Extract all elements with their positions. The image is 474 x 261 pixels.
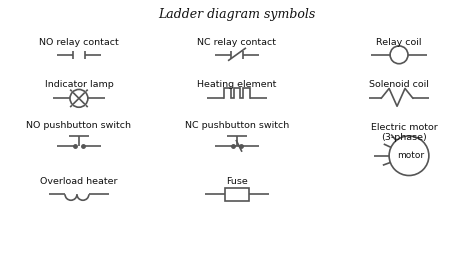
Text: Fuse: Fuse xyxy=(226,177,248,187)
Text: NC relay contact: NC relay contact xyxy=(198,38,276,47)
Text: Heating element: Heating element xyxy=(197,80,277,88)
Text: motor: motor xyxy=(397,151,425,160)
Text: Indicator lamp: Indicator lamp xyxy=(45,80,113,88)
Text: Overload heater: Overload heater xyxy=(40,177,118,187)
Text: NO pushbutton switch: NO pushbutton switch xyxy=(27,121,131,130)
Text: Electric motor
(3-phase): Electric motor (3-phase) xyxy=(371,123,438,143)
Bar xyxy=(225,188,249,201)
Text: Ladder diagram symbols: Ladder diagram symbols xyxy=(158,8,316,21)
Text: Relay coil: Relay coil xyxy=(376,38,422,47)
Text: Solenoid coil: Solenoid coil xyxy=(369,80,429,88)
Text: NO relay contact: NO relay contact xyxy=(39,38,119,47)
Text: NC pushbutton switch: NC pushbutton switch xyxy=(185,121,289,130)
